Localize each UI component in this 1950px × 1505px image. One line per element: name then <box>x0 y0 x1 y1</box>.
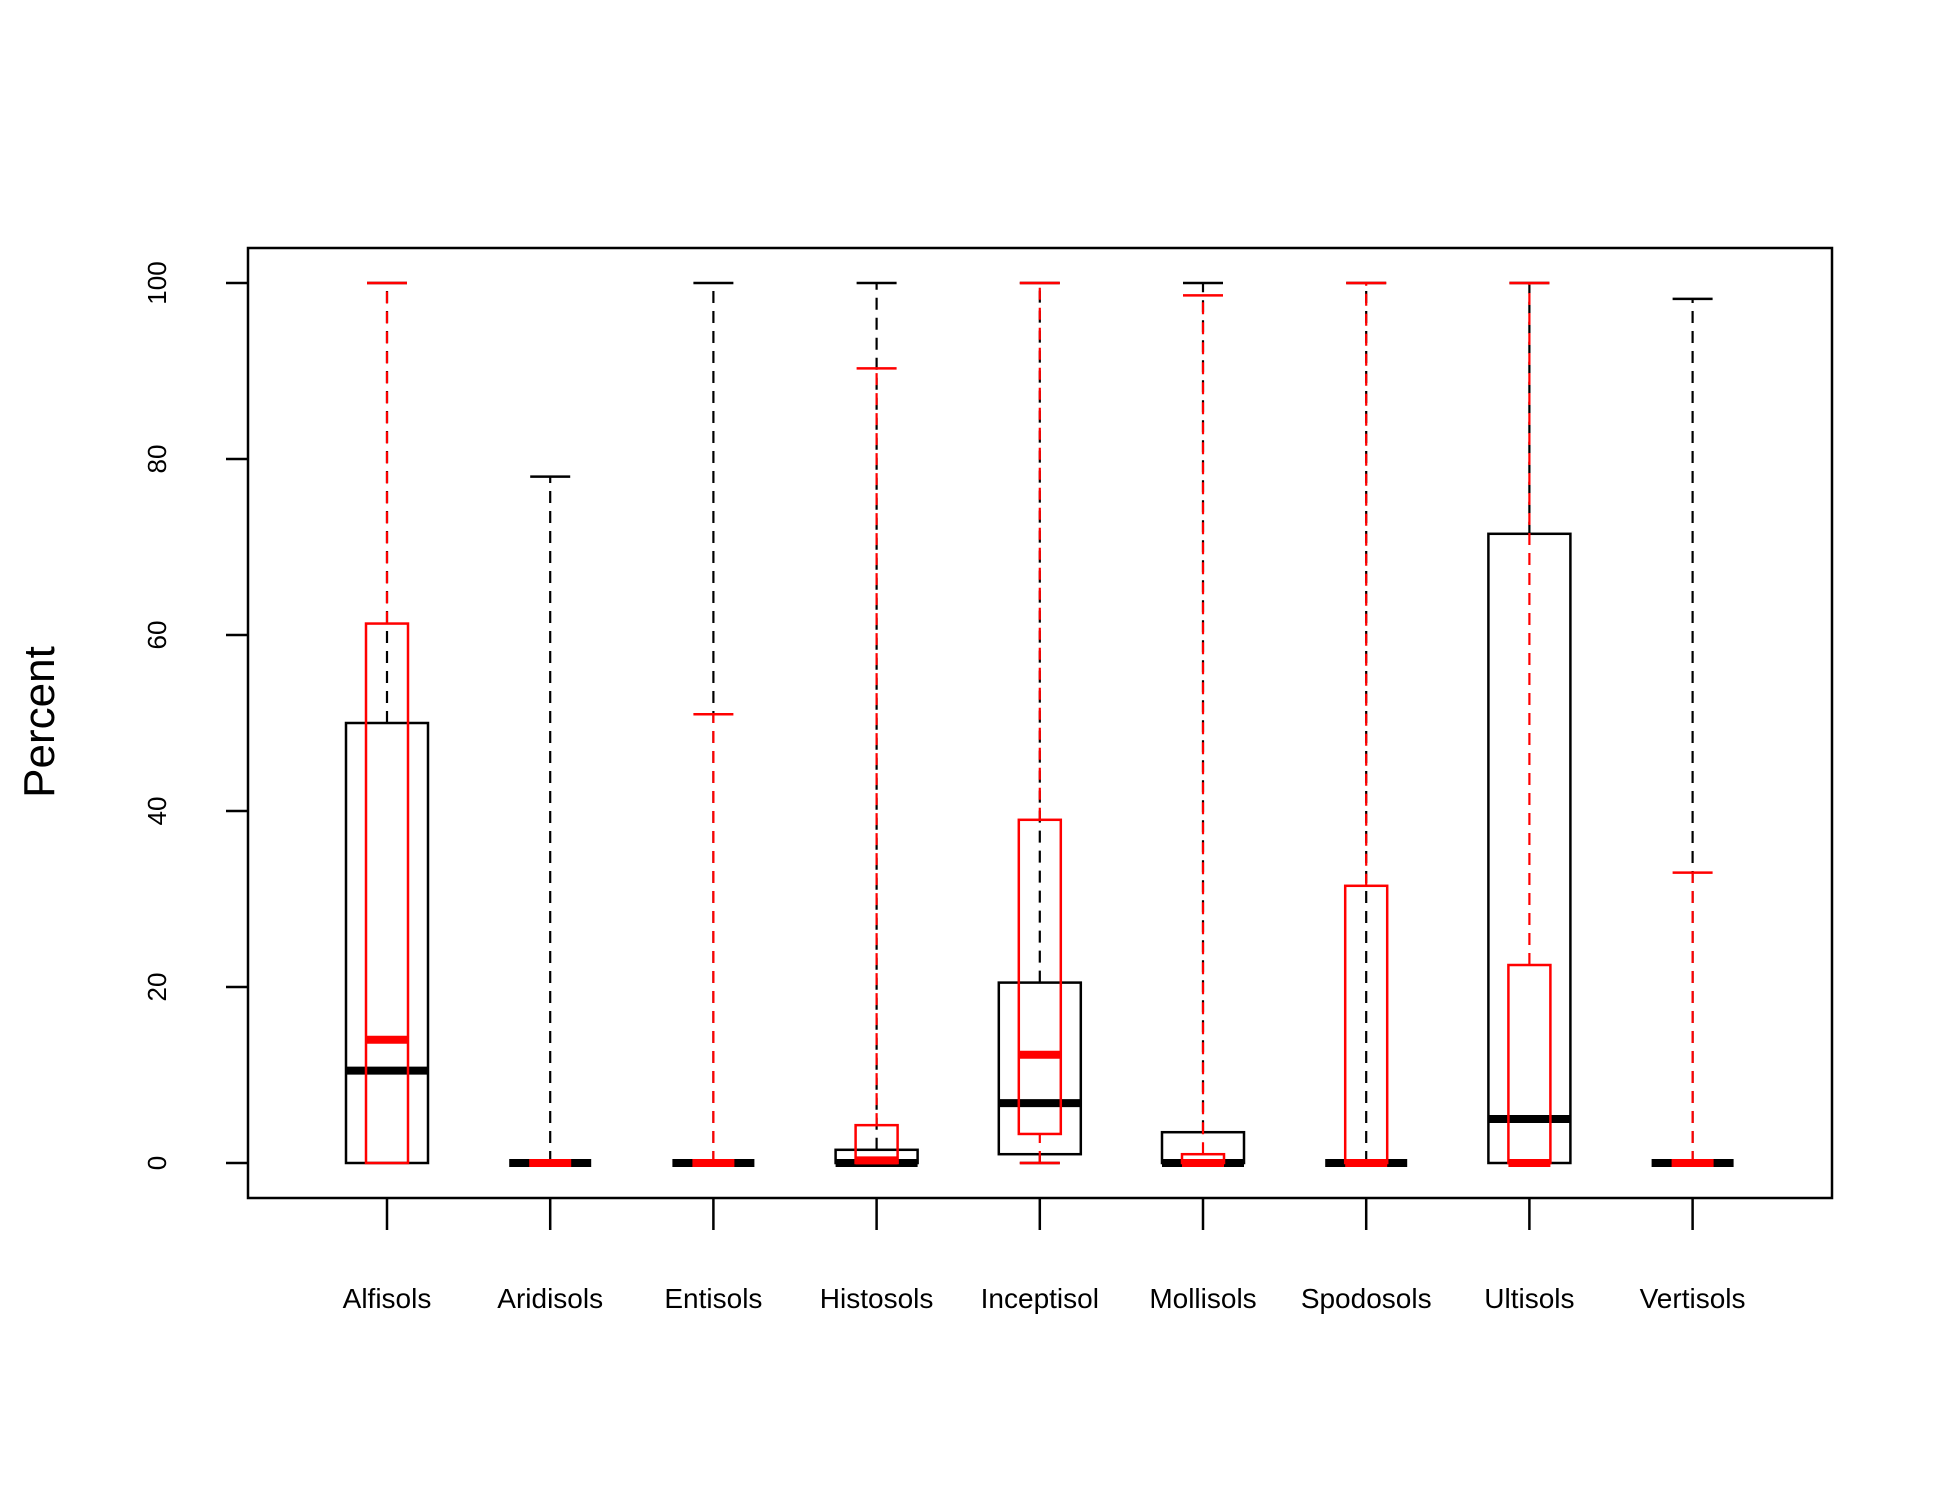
box-rect <box>1507 963 1552 1165</box>
x-tick-label: Inceptisol <box>981 1283 1099 1314</box>
x-tick-label: Entisols <box>664 1283 762 1314</box>
box-rect <box>344 721 430 1165</box>
y-tick-label: 60 <box>142 621 172 650</box>
box-red-2 <box>692 712 735 1167</box>
y-tick-label: 20 <box>142 973 172 1002</box>
y-tick-label: 100 <box>142 261 172 304</box>
x-tick-label: Ultisols <box>1484 1283 1574 1314</box>
y-axis-label: Percent <box>15 646 64 798</box>
box-red-5 <box>1180 294 1226 1167</box>
y-tick-label: 40 <box>142 797 172 826</box>
x-tick-label: Aridisols <box>497 1283 603 1314</box>
box-red-3 <box>854 367 899 1165</box>
x-tick-label: Mollisols <box>1149 1283 1256 1314</box>
box-red-4 <box>1017 281 1063 1165</box>
y-tick-label: 0 <box>142 1156 172 1170</box>
boxes-layer <box>344 281 1734 1167</box>
x-tick-label: Histosols <box>820 1283 934 1314</box>
x-tick-label: Alfisols <box>343 1283 432 1314</box>
x-axis: Alfisols Aridisols Entisols Histosols Incept… <box>343 1198 1746 1314</box>
y-axis: 0 20 40 60 80 100 <box>142 261 248 1170</box>
box-red-7 <box>1507 281 1552 1167</box>
box-rect <box>997 981 1083 1156</box>
box-black-1 <box>509 475 592 1167</box>
box-red-8 <box>1671 871 1714 1167</box>
x-tick-label: Spodosols <box>1301 1283 1432 1314</box>
y-tick-label: 80 <box>142 445 172 474</box>
box-rect <box>1017 818 1063 1136</box>
box-rect <box>364 622 410 1165</box>
box-red-0 <box>364 281 410 1165</box>
box-rect <box>1487 532 1572 1165</box>
x-tick-label: Vertisols <box>1640 1283 1746 1314</box>
box-red-6 <box>1343 281 1389 1167</box>
